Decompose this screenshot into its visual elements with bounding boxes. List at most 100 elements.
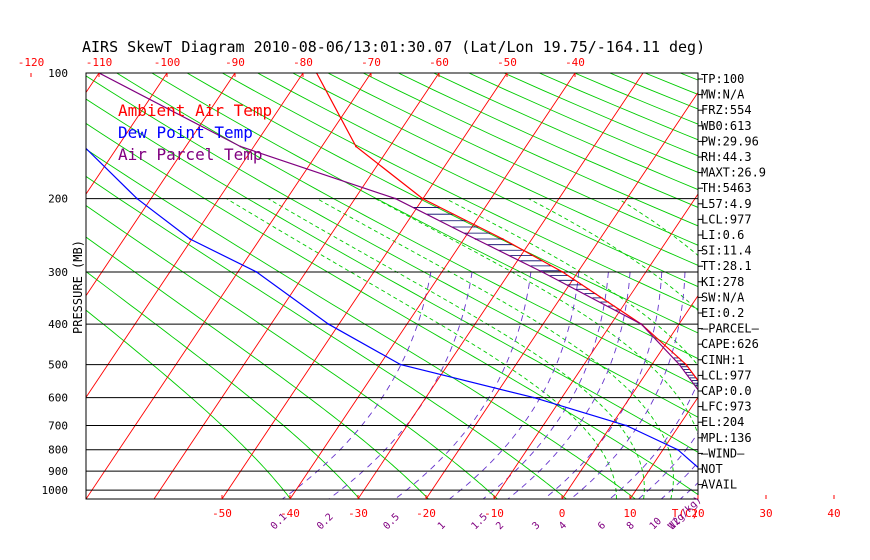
stability-index: RH:44.3 xyxy=(701,150,752,164)
top-temperature-axis: -120 -110 -100 -90 -80 -70 -60 -50 -40 xyxy=(18,56,585,77)
legend-dew-point-temp: Dew Point Temp xyxy=(118,123,253,142)
pressure-tick-label: 700 xyxy=(48,420,68,433)
profile-point xyxy=(136,197,138,200)
top-temperature-tick-label: -40 xyxy=(565,56,585,69)
isobars xyxy=(86,198,698,491)
stability-index: —PARCEL— xyxy=(701,322,760,336)
isotherm xyxy=(561,294,698,499)
pressure-tick-label: 400 xyxy=(48,318,68,331)
stability-index: NOT xyxy=(701,462,723,476)
temperature-unit-label: T(C) xyxy=(672,507,699,520)
plot-frame xyxy=(85,72,699,500)
stability-index: CAPE:626 xyxy=(701,337,759,351)
profile-point xyxy=(255,271,258,273)
dry-adiabat xyxy=(86,75,698,418)
stability-index: PW:29.96 xyxy=(701,134,759,148)
dry-adiabat xyxy=(257,73,698,288)
isotherm xyxy=(86,73,236,297)
isotherm xyxy=(86,73,168,195)
stability-index: EI:0.2 xyxy=(701,306,744,320)
stability-index: AVAIL xyxy=(701,478,737,492)
profile-point xyxy=(355,145,357,148)
mixing-ratio-line xyxy=(543,271,663,499)
profile-point xyxy=(532,396,535,399)
top-temperature-tick-label: -70 xyxy=(361,56,381,69)
bottom-temperature-tick-label: 20 xyxy=(691,507,704,520)
stability-index: WB0:613 xyxy=(701,119,752,133)
moist-adiabat xyxy=(528,198,698,312)
profile-point xyxy=(561,271,564,273)
profile-point xyxy=(327,323,330,326)
pressure-tick-label: 900 xyxy=(48,465,68,478)
stability-index: SW:N/A xyxy=(701,290,745,304)
pressure-tick-label: 100 xyxy=(48,67,68,80)
isotherm xyxy=(289,73,576,499)
moist-adiabat xyxy=(375,198,698,499)
pressure-tick-label: 600 xyxy=(48,392,68,405)
dry-adiabat xyxy=(86,309,291,499)
profile-point xyxy=(678,363,681,366)
profile-point xyxy=(541,271,544,273)
chart-title: AIRS SkewT Diagram 2010-08-06/13:01:30.0… xyxy=(82,38,705,56)
bottom-temperature-tick-label: 40 xyxy=(827,507,840,520)
top-temperature-tick-label: -50 xyxy=(497,56,517,69)
bottom-temperature-tick-label: -40 xyxy=(280,507,300,520)
stability-index: EL:204 xyxy=(701,415,744,429)
pressure-tick-label: 500 xyxy=(48,359,68,372)
bottom-temperature-tick-label: -10 xyxy=(484,507,504,520)
bottom-temperature-tick-label: -20 xyxy=(416,507,436,520)
mixing-ratio-line xyxy=(570,271,686,499)
top-temperature-tick-label: -60 xyxy=(429,56,449,69)
pressure-tick-label: 1000 xyxy=(42,484,69,497)
dry-adiabat xyxy=(86,98,698,453)
profile-point xyxy=(474,238,477,240)
profile-point xyxy=(625,424,628,427)
mixing-ratio-line xyxy=(638,432,698,499)
dry-adiabat xyxy=(86,205,498,499)
bottom-temperature-tick-label: 0 xyxy=(559,507,566,520)
isotherm xyxy=(153,73,440,499)
top-temperature-tick-label: -80 xyxy=(293,56,313,69)
stability-index: MPL:136 xyxy=(701,431,752,445)
dry-adiabats xyxy=(86,73,698,499)
isotherm xyxy=(221,73,508,499)
mixing-ratio-line xyxy=(507,271,631,499)
stability-index: CAP:0.0 xyxy=(701,384,752,398)
dry-adiabat xyxy=(151,73,698,360)
stability-index: LI:0.6 xyxy=(701,228,744,242)
pressure-tick-label: 300 xyxy=(48,266,68,279)
isotherm xyxy=(86,73,372,499)
cape-cin-hatch xyxy=(413,207,698,389)
profile-point xyxy=(501,238,504,240)
dry-adiabat xyxy=(116,73,698,387)
top-temperature-tick-label: -100 xyxy=(154,56,181,69)
stability-index: SI:11.4 xyxy=(701,244,752,258)
top-temperature-tick-label: -110 xyxy=(86,56,113,69)
profile-point xyxy=(640,323,643,326)
mixing-ratio-line xyxy=(661,461,698,499)
profile-point xyxy=(239,145,242,148)
stability-index: CINH:1 xyxy=(701,353,744,367)
bottom-temperature-tick-label: -50 xyxy=(212,507,232,520)
isotherm xyxy=(86,73,304,399)
dry-adiabat xyxy=(86,175,567,499)
profiles xyxy=(86,73,698,469)
isotherm xyxy=(357,73,644,499)
mixing-ratio-line xyxy=(449,271,580,499)
stability-index: MW:N/A xyxy=(701,88,745,102)
top-temperature-tick-label: -120 xyxy=(18,56,45,69)
dry-adiabat xyxy=(86,148,636,499)
top-temperature-tick-label: -90 xyxy=(225,56,245,69)
pressure-tick-label: 200 xyxy=(48,193,68,206)
profile-point xyxy=(676,448,679,451)
bottom-temperature-tick-label: -30 xyxy=(348,507,368,520)
bottom-temperature-axis: -50 -40 -30 -20 -10 0 10 20 30 40 xyxy=(212,495,841,520)
dry-adiabat xyxy=(292,73,698,266)
dry-adiabat xyxy=(327,73,698,246)
ambient-air-temp-line xyxy=(316,73,698,382)
dry-adiabat xyxy=(86,122,698,496)
stability-index: L57:4.9 xyxy=(701,197,752,211)
profile-point xyxy=(394,197,397,200)
